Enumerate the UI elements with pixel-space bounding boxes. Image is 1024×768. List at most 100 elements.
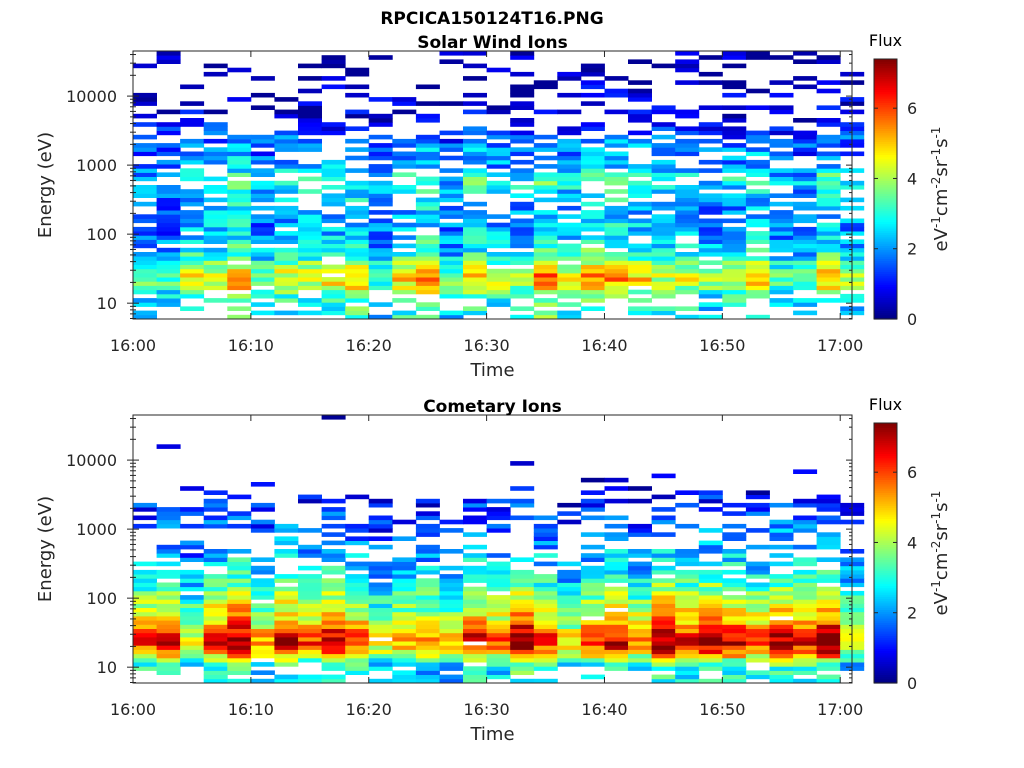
heatmap-cell: [133, 164, 157, 169]
heatmap-cell: [675, 549, 700, 554]
heatmap-cell: [274, 662, 299, 667]
colorbar-segment: [874, 186, 897, 190]
heatmap-cell: [533, 239, 558, 244]
heatmap-cell: [604, 498, 629, 504]
colorbar-segment: [874, 442, 897, 446]
heatmap-cell: [533, 607, 558, 613]
heatmap-cell: [368, 498, 393, 504]
heatmap-cell: [392, 653, 417, 659]
colorbar-segment: [874, 446, 897, 450]
heatmap-cell: [722, 649, 747, 655]
heatmap-cell: [816, 569, 841, 575]
colorbar-segment: [874, 436, 897, 439]
heatmap-cell: [580, 653, 605, 659]
heatmap-cell: [816, 180, 841, 186]
colorbar-segment: [874, 87, 897, 90]
heatmap-cell: [675, 599, 700, 604]
heatmap-cell: [793, 632, 818, 638]
heatmap-cell: [203, 632, 228, 638]
heatmap-cell: [745, 628, 770, 634]
heatmap-cell: [486, 67, 511, 73]
heatmap-cell: [274, 523, 299, 529]
heatmap-cell: [628, 256, 652, 261]
colorbar-segment: [874, 134, 897, 138]
heatmap-cell: [745, 502, 770, 508]
colorbar-segment: [874, 585, 897, 589]
heatmap-cell: [392, 678, 417, 684]
heatmap-cell: [439, 239, 464, 244]
heatmap-cell: [203, 641, 228, 646]
heatmap-cell: [793, 653, 818, 659]
heatmap-cell: [156, 553, 181, 558]
colorbar-segment: [874, 594, 897, 597]
heatmap-cell: [133, 574, 157, 579]
heatmap-cell: [651, 657, 676, 663]
heatmap-cell: [769, 666, 794, 671]
heatmap-cell: [321, 565, 346, 571]
heatmap-cell: [557, 222, 582, 228]
heatmap-cell: [722, 268, 747, 274]
heatmap-cell: [274, 285, 299, 291]
heatmap-cell: [321, 168, 346, 173]
figure-title: RPCICA150124T16.PNG: [380, 9, 603, 29]
heatmap-cell: [793, 616, 818, 621]
heatmap-cell: [321, 243, 346, 249]
heatmap-cell: [133, 586, 157, 592]
heatmap-cell: [816, 595, 841, 600]
colorbar-label-unit: eV: [931, 227, 952, 251]
x-tick-label: 16:00: [110, 700, 156, 719]
heatmap-cell: [533, 268, 558, 274]
heatmap-cell: [510, 88, 535, 94]
heatmap-cell: [580, 603, 605, 608]
heatmap-cell: [274, 205, 299, 211]
heatmap-cell: [274, 97, 299, 102]
heatmap-cell: [793, 670, 818, 675]
heatmap-cell: [321, 239, 346, 244]
heatmap-cell: [675, 616, 700, 621]
heatmap-cell: [180, 507, 205, 512]
heatmap-cell: [415, 662, 440, 667]
heatmap-cell: [250, 607, 275, 613]
heatmap-cell: [793, 256, 818, 261]
heatmap-cell: [722, 557, 747, 562]
heatmap-cell: [675, 197, 700, 203]
colorbar-segment: [874, 85, 897, 88]
heatmap-cell: [321, 578, 346, 583]
heatmap-cell: [180, 653, 205, 659]
heatmap-cell: [486, 164, 511, 169]
heatmap-cell: [156, 109, 181, 115]
colorbar-segment: [874, 230, 897, 233]
colorbar-segment: [874, 176, 897, 179]
heatmap-cell: [321, 201, 346, 207]
heatmap-cell: [368, 595, 393, 600]
colorbar-label: eV-1cm-2sr-1s-1: [929, 491, 952, 616]
colorbar-segment: [874, 284, 897, 288]
heatmap-cell: [203, 616, 228, 621]
heatmap-cell: [580, 164, 605, 169]
heatmap-cell: [368, 260, 393, 265]
heatmap-cell: [415, 611, 440, 617]
heatmap-cell: [463, 532, 487, 537]
heatmap-cell: [439, 281, 464, 286]
heatmap-cell: [533, 172, 558, 177]
heatmap-cell: [274, 289, 299, 295]
heatmap-cell: [250, 507, 275, 512]
heatmap-cell: [580, 298, 605, 303]
heatmap-cell: [486, 653, 511, 659]
colorbar-segment: [874, 440, 897, 444]
heatmap-cell: [463, 130, 487, 136]
y-tick-label: 10: [97, 658, 117, 677]
heatmap-cell: [321, 557, 346, 562]
colorbar-segment: [874, 102, 897, 106]
heatmap-cell: [510, 653, 535, 659]
heatmap-cell: [580, 122, 605, 127]
heatmap-cell: [415, 176, 440, 182]
heatmap-cell: [415, 649, 440, 655]
heatmap-cell: [486, 624, 511, 629]
heatmap-cell: [533, 540, 558, 546]
colorbar-segment: [874, 537, 897, 541]
colorbar-segment: [874, 178, 897, 181]
heatmap-cell: [557, 76, 582, 81]
heatmap-cell: [745, 632, 770, 638]
heatmap-cell: [698, 210, 723, 215]
